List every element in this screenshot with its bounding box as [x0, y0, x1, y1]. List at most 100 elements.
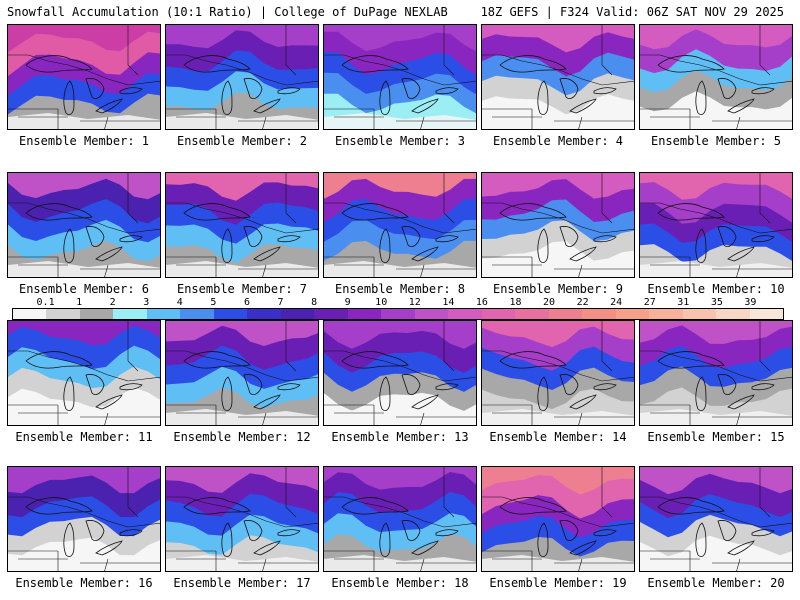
header: Snowfall Accumulation (10:1 Ratio) | Col…: [0, 0, 800, 22]
member-map-panel: [165, 172, 319, 278]
colorbar-tick-label: 0.1: [36, 297, 55, 308]
snowfall-map: [640, 321, 792, 425]
colorbar-tick-label: 12: [408, 297, 421, 308]
colorbar-segment: [682, 309, 717, 319]
member-caption: Ensemble Member: 10: [647, 282, 785, 296]
snowfall-map: [324, 467, 476, 571]
member-caption: Ensemble Member: 4: [492, 134, 624, 148]
map-title: Snowfall Accumulation (10:1 Ratio) | Col…: [7, 5, 448, 19]
snowfall-map: [166, 173, 318, 277]
colorbar-tick-label: 27: [643, 297, 656, 308]
member-map-panel: [481, 24, 635, 130]
member-caption: Ensemble Member: 7: [176, 282, 308, 296]
member-map-panel: [323, 24, 477, 130]
colorbar-segment: [548, 309, 583, 319]
colorbar-tick-label: 20: [543, 297, 556, 308]
colorbar-tick-label: 6: [243, 297, 250, 308]
colorbar-segment: [481, 309, 516, 319]
colorbar-segment: [615, 309, 650, 319]
run-info: 18Z GEFS | F324 Valid: 06Z SAT NOV 29 20…: [480, 5, 784, 19]
colorbar-segment: [280, 309, 315, 319]
snowfall-map: [8, 173, 160, 277]
colorbar-tick-label: 7: [277, 297, 284, 308]
member-map-panel: [481, 172, 635, 278]
colorbar-segment: [716, 309, 750, 319]
snowfall-map: [640, 25, 792, 129]
colorbar-tick-label: 1: [76, 297, 83, 308]
snowfall-map: [8, 467, 160, 571]
member-map-panel: [481, 320, 635, 426]
snowfall-map: [8, 25, 160, 129]
member-caption: Ensemble Member: 8: [334, 282, 466, 296]
member-caption: Ensemble Member: 2: [176, 134, 308, 148]
member-map-panel: [165, 24, 319, 130]
member-map-panel: [323, 466, 477, 572]
snowfall-map: [324, 173, 476, 277]
colorbar-tick-label: 3: [143, 297, 150, 308]
colorbar-tick-label: 9: [344, 297, 351, 308]
member-caption: Ensemble Member: 6: [18, 282, 150, 296]
colorbar-segment: [582, 309, 616, 319]
member-map-panel: [639, 320, 793, 426]
colorbar-segment: [448, 309, 482, 319]
colorbar-tick-label: 24: [610, 297, 623, 308]
snowfall-map: [640, 173, 792, 277]
member-map-panel: [165, 320, 319, 426]
member-map-panel: [7, 24, 161, 130]
member-map-panel: [639, 172, 793, 278]
snowfall-map: [324, 321, 476, 425]
snowfall-map: [640, 467, 792, 571]
colorbar-segment: [213, 309, 248, 319]
colorbar-tick-label: 10: [375, 297, 388, 308]
member-map-panel: [481, 466, 635, 572]
member-caption: Ensemble Member: 1: [18, 134, 150, 148]
colorbar-segment: [13, 309, 47, 319]
member-caption: Ensemble Member: 5: [650, 134, 782, 148]
snowfall-map: [482, 467, 634, 571]
member-map-panel: [7, 172, 161, 278]
colorbar-segment: [180, 309, 214, 319]
colorbar-tick-label: 16: [475, 297, 488, 308]
member-caption: Ensemble Member: 19: [489, 576, 627, 590]
member-caption: Ensemble Member: 14: [489, 430, 627, 444]
member-map-panel: [165, 466, 319, 572]
member-map-panel: [323, 320, 477, 426]
colorbar-labels: 0.1 1 2 3 4 5 6 7 8 9 10 12 14 16 18 20 22 24 27 31 35 39: [12, 297, 784, 308]
colorbar-segment: [649, 309, 683, 319]
snowfall-map: [324, 25, 476, 129]
member-map-panel: [323, 172, 477, 278]
member-caption: Ensemble Member: 16: [15, 576, 153, 590]
colorbar-segment: [247, 309, 281, 319]
snowfall-map: [166, 321, 318, 425]
member-caption: Ensemble Member: 9: [492, 282, 624, 296]
snowfall-map: [482, 173, 634, 277]
colorbar-segment: [46, 309, 80, 319]
member-caption: Ensemble Member: 18: [331, 576, 469, 590]
member-caption: Ensemble Member: 17: [173, 576, 311, 590]
snowfall-map: [482, 25, 634, 129]
colorbar: [12, 308, 784, 320]
colorbar-tick-label: 8: [311, 297, 318, 308]
colorbar-tick-label: 31: [677, 297, 690, 308]
colorbar-segment: [314, 309, 348, 319]
snowfall-map: [8, 321, 160, 425]
colorbar-tick-label: 4: [176, 297, 183, 308]
colorbar-tick-label: 39: [744, 297, 757, 308]
colorbar-segment: [381, 309, 415, 319]
member-map-panel: [639, 466, 793, 572]
colorbar-segment: [113, 309, 147, 319]
member-map-panel: [7, 320, 161, 426]
colorbar-segment: [347, 309, 382, 319]
colorbar-tick-label: 18: [509, 297, 522, 308]
colorbar-segment: [749, 309, 784, 319]
member-caption: Ensemble Member: 15: [647, 430, 785, 444]
colorbar-tick-label: 2: [109, 297, 116, 308]
colorbar-tick-label: 35: [710, 297, 723, 308]
colorbar-segment: [414, 309, 449, 319]
snowfall-map: [166, 25, 318, 129]
colorbar-tick-label: 14: [442, 297, 455, 308]
member-caption: Ensemble Member: 12: [173, 430, 311, 444]
colorbar-tick-label: 22: [576, 297, 589, 308]
snowfall-map: [166, 467, 318, 571]
member-caption: Ensemble Member: 3: [334, 134, 466, 148]
